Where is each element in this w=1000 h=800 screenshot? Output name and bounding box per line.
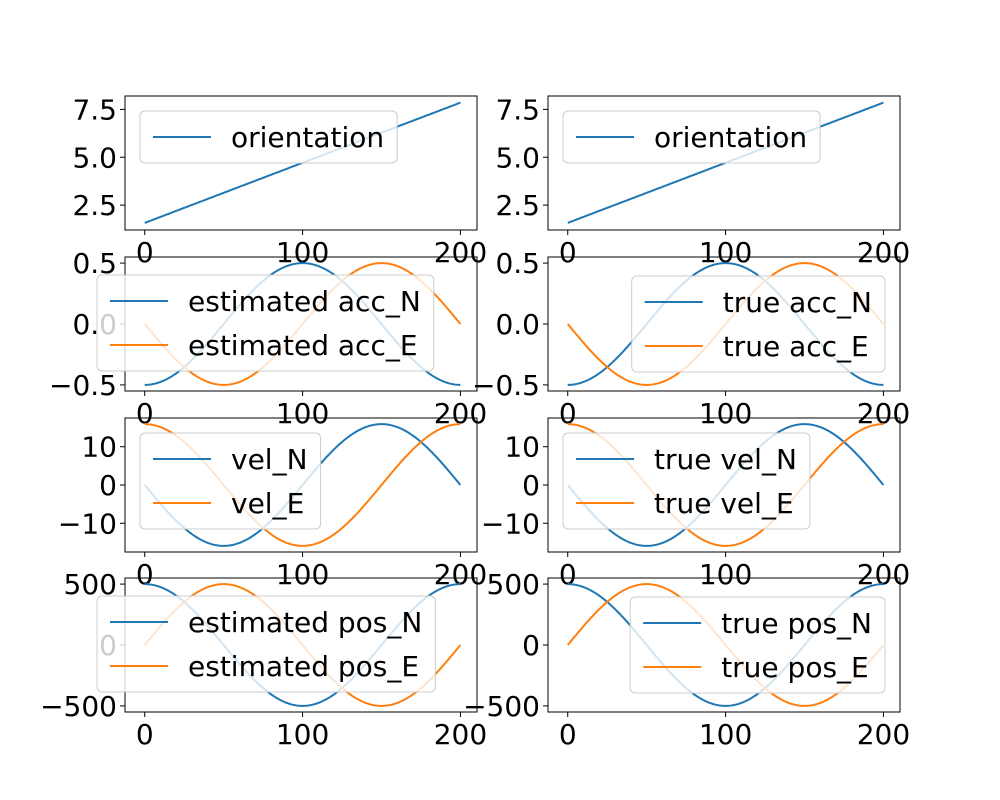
y-tick-label: 0.5: [495, 247, 540, 280]
x-tick-label: 200: [434, 236, 487, 269]
x-tick-label: 100: [699, 718, 752, 751]
legend-label: true acc_N: [723, 286, 872, 319]
y-tick-label: 500: [487, 568, 540, 601]
legend: orientation: [139, 110, 398, 164]
y-tick-label: −10: [58, 507, 117, 540]
x-tick-label: 200: [857, 718, 910, 751]
legend-box: [629, 596, 886, 694]
x-tick-label: 0: [136, 397, 154, 430]
x-tick-label: 100: [276, 558, 329, 591]
x-tick-label: 100: [276, 718, 329, 751]
x-tick-label: 200: [857, 558, 910, 591]
legend-label: estimated pos_E: [188, 650, 419, 683]
x-tick-label: 200: [434, 558, 487, 591]
x-tick-label: 0: [136, 718, 154, 751]
axes-frame: [124, 95, 478, 231]
legend-label: estimated pos_N: [188, 606, 422, 639]
legend-label: true pos_E: [721, 651, 869, 684]
y-tick-label: 0.0: [495, 308, 540, 341]
axes-frame: [547, 95, 901, 231]
x-tick-label: 0: [559, 236, 577, 269]
x-tick-label: 0: [136, 236, 154, 269]
legend: estimated pos_N estimated pos_E: [96, 595, 436, 693]
y-tick-label: −0.5: [49, 369, 117, 402]
legend-box: [139, 110, 398, 164]
y-tick-label: 0: [522, 469, 540, 502]
y-tick-label: 0: [99, 469, 117, 502]
y-tick-label: 10: [81, 431, 117, 464]
x-tick-label: 100: [699, 397, 752, 430]
y-tick-label: 0: [522, 629, 540, 662]
legend-label: vel_E: [231, 487, 304, 520]
legend-box: [139, 432, 322, 530]
legend-label: true vel_N: [654, 443, 797, 476]
legend-box: [96, 274, 435, 372]
x-tick-label: 0: [559, 397, 577, 430]
legend-box: [562, 110, 821, 164]
y-tick-label: −500: [40, 690, 117, 723]
y-tick-label: −500: [463, 690, 540, 723]
x-tick-label: 100: [276, 397, 329, 430]
x-tick-label: 200: [857, 236, 910, 269]
legend-box: [562, 432, 811, 530]
y-tick-label: 5.0: [72, 141, 117, 174]
legend-label: true pos_N: [721, 607, 872, 640]
legend-label: true acc_E: [723, 330, 869, 363]
legend: orientation: [562, 110, 821, 164]
legend-label: estimated acc_E: [188, 329, 418, 362]
y-tick-label: −10: [481, 507, 540, 540]
legend: estimated acc_N estimated acc_E: [96, 274, 435, 372]
legend-label: true vel_E: [654, 487, 794, 520]
x-tick-label: 100: [699, 558, 752, 591]
legend-box: [631, 275, 886, 373]
y-tick-label: 5.0: [495, 141, 540, 174]
y-tick-label: −0.5: [472, 369, 540, 402]
legend-label: orientation: [231, 121, 384, 154]
subplot-5: 0 100 200 −10 0 10 vel_N vel_E: [58, 417, 487, 591]
y-tick-label: 10: [504, 431, 540, 464]
x-tick-label: 0: [559, 718, 577, 751]
x-tick-label: 0: [559, 558, 577, 591]
x-tick-label: 0: [136, 558, 154, 591]
y-tick-label: 7.5: [495, 93, 540, 126]
y-tick-label: 2.5: [72, 189, 117, 222]
legend-label: estimated acc_N: [188, 285, 421, 318]
legend: vel_N vel_E: [139, 432, 322, 530]
y-tick-label: 2.5: [495, 189, 540, 222]
x-tick-label: 200: [434, 718, 487, 751]
legend-label: orientation: [654, 121, 807, 154]
legend-label: vel_N: [231, 443, 308, 476]
y-tick-label: 7.5: [72, 93, 117, 126]
legend-box: [96, 595, 436, 693]
